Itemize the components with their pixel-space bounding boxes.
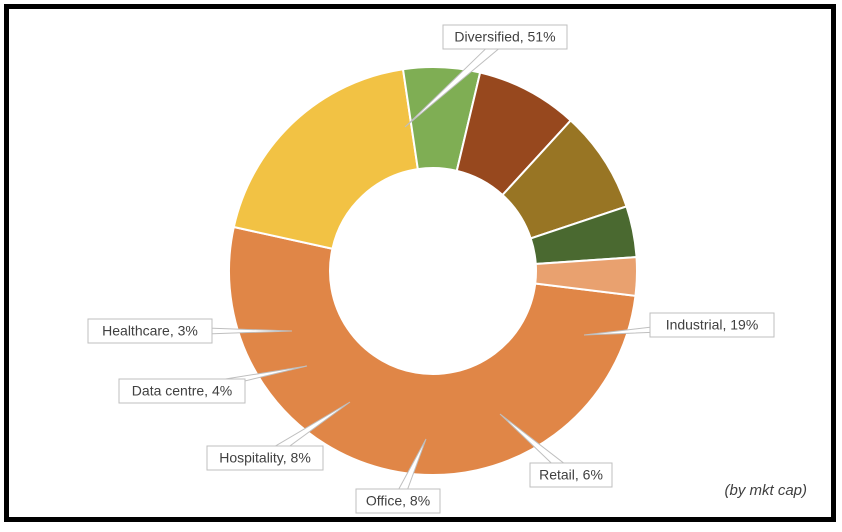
chart-note: (by mkt cap) <box>724 482 807 499</box>
label-text-data-centre: Data centre, 4% <box>132 383 232 399</box>
label-text-healthcare: Healthcare, 3% <box>102 323 198 339</box>
slice-industrial <box>232 68 419 250</box>
label-hospitality: Hospitality, 8% <box>206 445 324 471</box>
slice-healthcare <box>534 256 638 297</box>
label-text-retail: Retail, 6% <box>539 467 603 483</box>
label-text-diversified: Diversified, 51% <box>454 29 555 45</box>
label-retail: Retail, 6% <box>529 462 613 488</box>
chart-frame: Diversified, 51% Industrial, 19% Retail, 6… <box>4 4 836 522</box>
label-data-centre: Data centre, 4% <box>118 378 246 404</box>
label-text-industrial: Industrial, 19% <box>666 317 759 333</box>
label-industrial: Industrial, 19% <box>649 312 775 338</box>
label-text-hospitality: Hospitality, 8% <box>219 450 311 466</box>
label-office: Office, 8% <box>355 488 441 514</box>
donut-chart: Diversified, 51% Industrial, 19% Retail, 6… <box>87 24 775 514</box>
slice-labels: Diversified, 51% Industrial, 19% Retail, 6… <box>87 24 775 514</box>
donut-slices <box>228 66 638 477</box>
label-healthcare: Healthcare, 3% <box>87 318 213 344</box>
label-text-office: Office, 8% <box>366 493 430 509</box>
label-diversified: Diversified, 51% <box>442 24 568 50</box>
